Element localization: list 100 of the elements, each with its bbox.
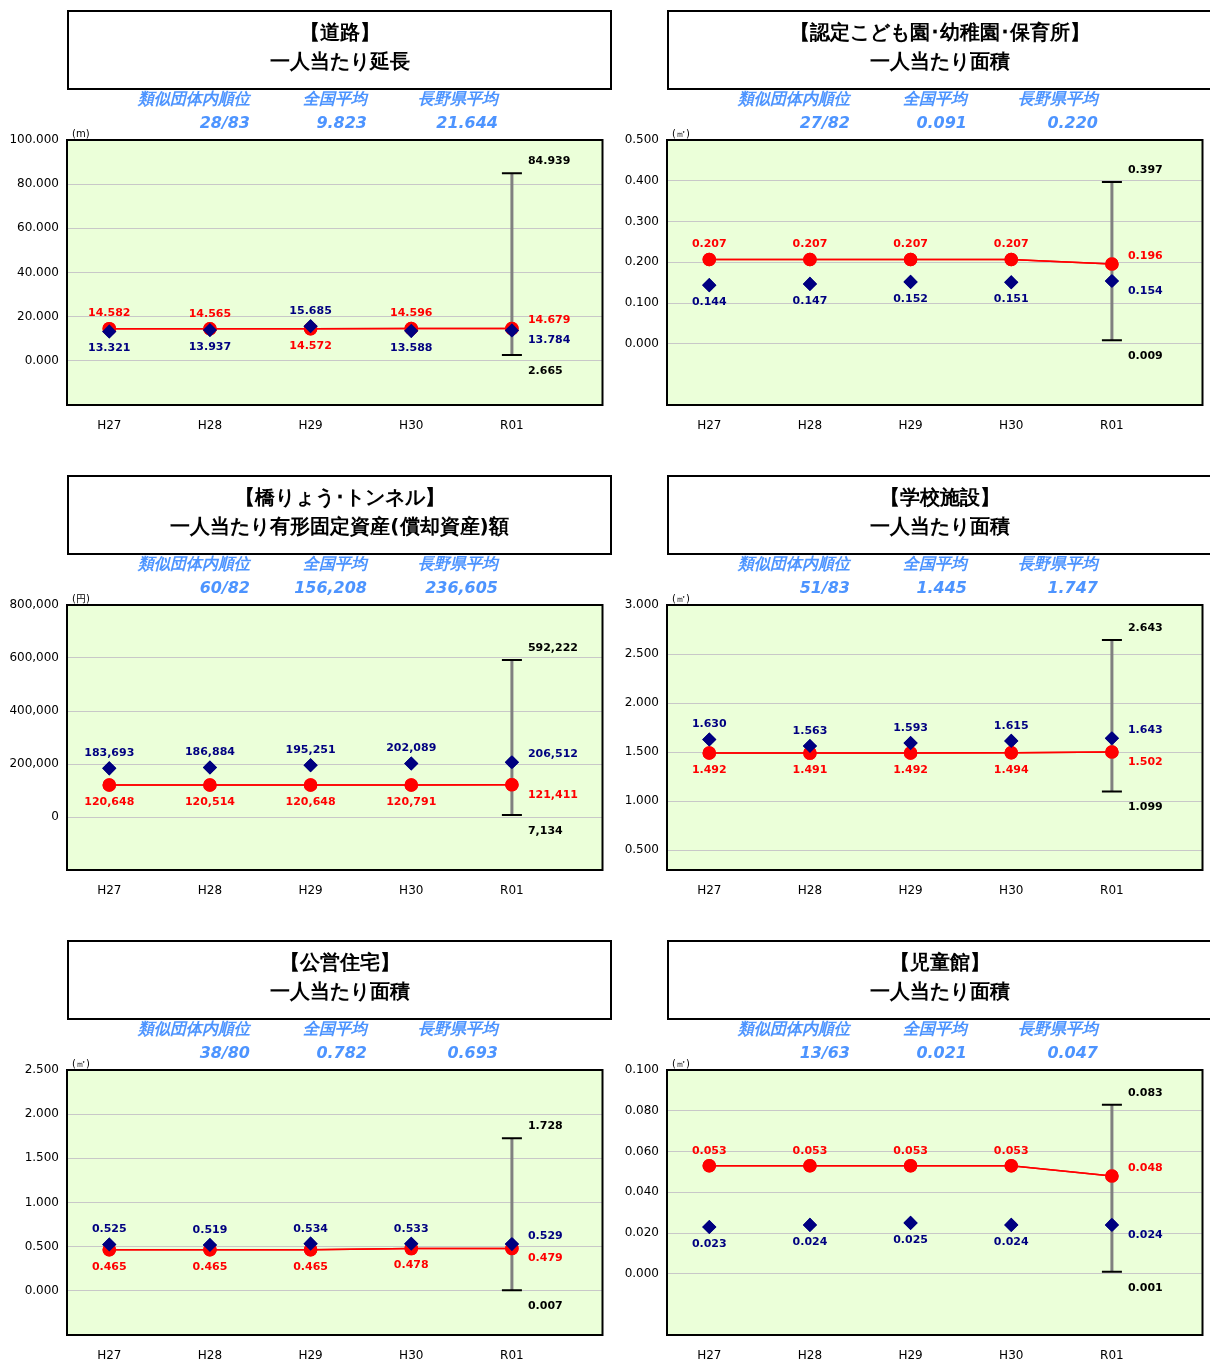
chart-title: 【橋りょう･トンネル】 bbox=[233, 484, 446, 511]
data-label: 120,514 bbox=[184, 794, 236, 808]
x-tick-label: H28 bbox=[797, 418, 823, 433]
text: 全国平均 bbox=[903, 89, 967, 110]
y-tick-label: 0.000 bbox=[624, 335, 659, 350]
y-tick-label: 0.400 bbox=[624, 172, 659, 187]
point bbox=[1105, 1169, 1119, 1183]
point bbox=[1105, 731, 1119, 745]
point bbox=[505, 778, 519, 792]
data-label: 0.479 bbox=[527, 1251, 563, 1265]
x-tick-label: H29 bbox=[298, 418, 323, 433]
point bbox=[903, 252, 918, 267]
text: 51/83 bbox=[799, 578, 850, 597]
y-tick-label: 0.300 bbox=[624, 213, 659, 228]
data-label: 1.491 bbox=[792, 762, 828, 776]
text: 長野県平均 bbox=[418, 554, 498, 575]
y-tick-label: 0.100 bbox=[624, 295, 659, 310]
chart-subtitle: 一人当たり有形固定資産(償却資産)額 bbox=[169, 513, 510, 540]
data-label: 0.529 bbox=[527, 1228, 563, 1242]
y-tick-label: 100.000 bbox=[9, 132, 59, 147]
y-tick-label: 0.000 bbox=[24, 1282, 59, 1297]
y-tick-label: 0.000 bbox=[24, 352, 59, 367]
chart-subtitle: 一人当たり面積 bbox=[268, 978, 411, 1005]
text: 全国平均 bbox=[303, 554, 367, 575]
chart-title: 【認定こども園･幼稚園･保育所】 bbox=[788, 19, 1091, 46]
point bbox=[404, 756, 418, 771]
point bbox=[404, 778, 418, 792]
point bbox=[102, 1237, 117, 1252]
data-label: 0.533 bbox=[393, 1221, 429, 1235]
y-tick-label: 0.080 bbox=[624, 1102, 659, 1117]
data-label: 13.321 bbox=[88, 341, 131, 355]
text: 全国平均 bbox=[903, 554, 967, 575]
chart-subtitle: 一人当たり面積 bbox=[868, 978, 1011, 1005]
data-label: 14.596 bbox=[390, 306, 433, 320]
point bbox=[702, 1159, 717, 1173]
y-tick-label: 1.000 bbox=[624, 793, 659, 808]
x-tick-label: H29 bbox=[298, 1348, 323, 1363]
text: 60/82 bbox=[199, 578, 250, 597]
data-label: 1.563 bbox=[792, 723, 828, 737]
text: 0.047 bbox=[1047, 1043, 1098, 1062]
data-label: 0.053 bbox=[993, 1143, 1029, 1157]
text: 21.644 bbox=[436, 113, 498, 132]
point bbox=[803, 1218, 817, 1232]
data-label: 120,791 bbox=[386, 794, 437, 808]
data-label: 195,251 bbox=[285, 743, 336, 757]
data-label: 0.465 bbox=[192, 1259, 228, 1273]
point bbox=[102, 761, 117, 776]
x-tick-label: H30 bbox=[399, 1348, 424, 1363]
data-label: 0.024 bbox=[993, 1234, 1029, 1248]
data-label: 1.502 bbox=[1127, 754, 1163, 768]
text: 長野県平均 bbox=[418, 1019, 498, 1040]
text: 236,605 bbox=[425, 578, 498, 597]
point bbox=[702, 732, 717, 747]
text: 長野県平均 bbox=[1018, 1019, 1098, 1040]
y-tick-label: 1.500 bbox=[624, 744, 659, 759]
x-tick-label: H28 bbox=[197, 883, 223, 898]
data-label: 0.465 bbox=[293, 1259, 328, 1273]
point bbox=[1105, 1218, 1119, 1232]
point bbox=[303, 1236, 318, 1251]
point bbox=[404, 1237, 418, 1251]
data-label: 0.154 bbox=[1127, 283, 1164, 297]
chart-title: 【学校施設】 bbox=[878, 484, 1001, 511]
x-tick-label: R01 bbox=[1100, 883, 1124, 898]
y-tick-label: 0.500 bbox=[624, 132, 659, 147]
annotation: 1.099 bbox=[1127, 800, 1163, 814]
text: 全国平均 bbox=[303, 1019, 367, 1040]
chart-subtitle: 一人当たり延長 bbox=[268, 48, 411, 75]
data-label: 0.534 bbox=[293, 1221, 329, 1235]
y-tick-label: 0 bbox=[51, 809, 59, 824]
point bbox=[903, 1159, 918, 1173]
point bbox=[903, 275, 918, 289]
point bbox=[203, 778, 217, 792]
text: 0.021 bbox=[916, 1043, 967, 1062]
point bbox=[803, 1159, 817, 1173]
text: 全国平均 bbox=[303, 89, 367, 110]
text: 13/63 bbox=[799, 1043, 850, 1062]
x-tick-label: R01 bbox=[1100, 418, 1124, 433]
point bbox=[102, 778, 117, 792]
chart-title: 【道路】 bbox=[298, 19, 381, 46]
data-label: 13.937 bbox=[188, 339, 232, 353]
annotation: 592,222 bbox=[527, 640, 579, 654]
y-tick-label: 0.000 bbox=[624, 1265, 659, 1280]
data-label: 0.144 bbox=[691, 295, 728, 308]
annotation: 2.665 bbox=[527, 363, 563, 377]
point bbox=[1004, 1218, 1018, 1232]
point bbox=[702, 252, 717, 267]
point bbox=[702, 746, 717, 760]
y-tick-label: 20.000 bbox=[17, 308, 59, 323]
x-tick-label: H30 bbox=[399, 883, 424, 898]
point bbox=[1004, 275, 1018, 290]
y-tick-label: 0.200 bbox=[624, 254, 659, 269]
text: 156,208 bbox=[294, 578, 367, 597]
y-tick-label: 2.000 bbox=[624, 695, 659, 710]
data-label: 0.024 bbox=[792, 1234, 828, 1248]
data-label: 120,648 bbox=[84, 794, 135, 808]
text: 類似団体内順位 bbox=[138, 554, 250, 575]
x-tick-label: H27 bbox=[97, 883, 122, 898]
text: 長野県平均 bbox=[1018, 554, 1098, 575]
point bbox=[1105, 257, 1119, 271]
y-tick-label: 0.040 bbox=[624, 1184, 659, 1199]
